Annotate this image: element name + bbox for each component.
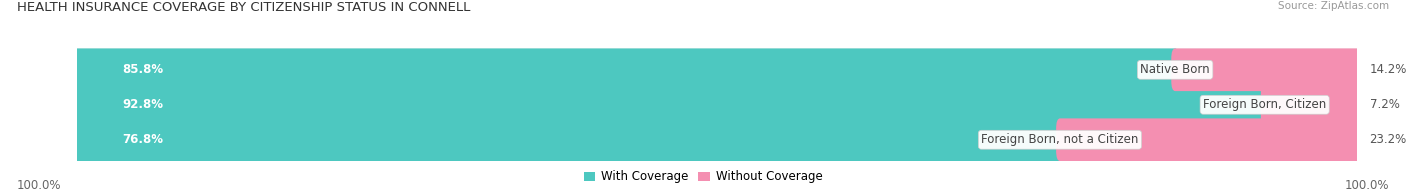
Text: Foreign Born, not a Citizen: Foreign Born, not a Citizen	[981, 133, 1139, 146]
FancyBboxPatch shape	[73, 48, 1361, 91]
Text: 100.0%: 100.0%	[1344, 179, 1389, 192]
FancyBboxPatch shape	[1171, 48, 1361, 91]
Text: Foreign Born, Citizen: Foreign Born, Citizen	[1204, 98, 1326, 111]
Text: Native Born: Native Born	[1140, 63, 1211, 76]
Legend: With Coverage, Without Coverage: With Coverage, Without Coverage	[579, 166, 827, 188]
FancyBboxPatch shape	[1056, 118, 1361, 161]
Text: 23.2%: 23.2%	[1369, 133, 1406, 146]
Text: 76.8%: 76.8%	[122, 133, 163, 146]
FancyBboxPatch shape	[73, 48, 1180, 91]
Text: 92.8%: 92.8%	[122, 98, 163, 111]
FancyBboxPatch shape	[73, 118, 1064, 161]
FancyBboxPatch shape	[73, 118, 1361, 161]
FancyBboxPatch shape	[1261, 83, 1361, 126]
Text: HEALTH INSURANCE COVERAGE BY CITIZENSHIP STATUS IN CONNELL: HEALTH INSURANCE COVERAGE BY CITIZENSHIP…	[17, 1, 470, 14]
Text: 100.0%: 100.0%	[17, 179, 62, 192]
Text: 14.2%: 14.2%	[1369, 63, 1406, 76]
Text: Source: ZipAtlas.com: Source: ZipAtlas.com	[1278, 1, 1389, 11]
FancyBboxPatch shape	[73, 83, 1268, 126]
Text: 85.8%: 85.8%	[122, 63, 163, 76]
FancyBboxPatch shape	[73, 83, 1361, 126]
Text: 7.2%: 7.2%	[1369, 98, 1399, 111]
